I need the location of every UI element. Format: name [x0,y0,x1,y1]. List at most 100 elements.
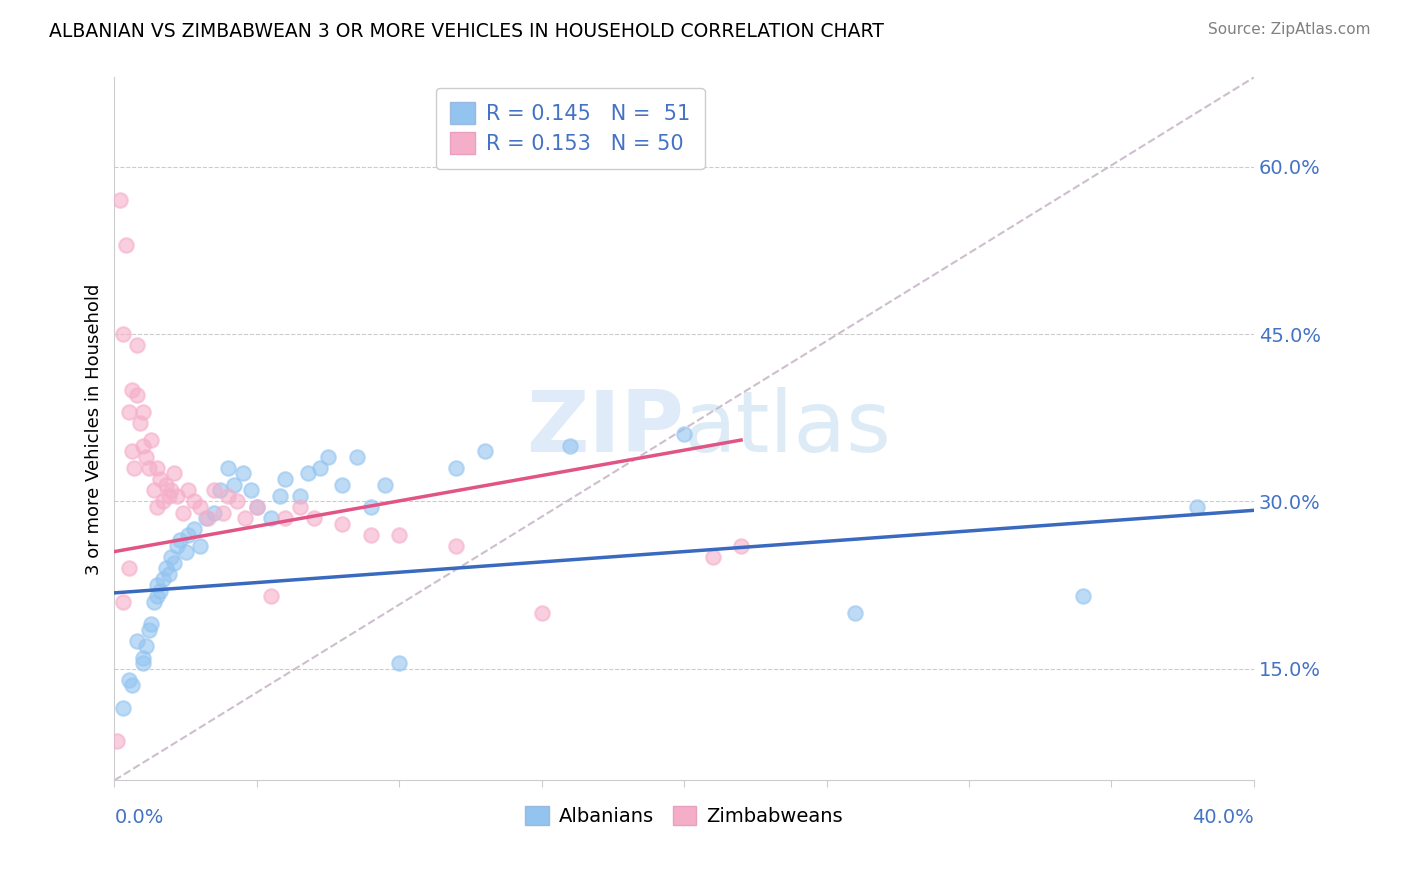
Point [297,467,319,481]
Y-axis label: 3 or more Vehicles in Household: 3 or more Vehicles in Household [86,283,103,574]
Point [183,522,205,536]
Point [702,550,724,565]
Point [160,483,183,498]
Point [124,461,146,475]
Text: ALBANIAN VS ZIMBABWEAN 3 OR MORE VEHICLES IN HOUSEHOLD CORRELATION CHART: ALBANIAN VS ZIMBABWEAN 3 OR MORE VEHICLE… [49,22,884,41]
Text: 0.0%: 0.0% [114,808,163,828]
Point [135,450,157,464]
Point [127,633,149,648]
Point [121,383,143,397]
Point [1185,500,1208,514]
Point [308,461,330,475]
Point [288,489,311,503]
Point [132,656,155,670]
Point [111,700,134,714]
Point [260,589,283,603]
Point [246,500,269,514]
Legend: Albanians, Zimbabweans: Albanians, Zimbabweans [517,797,851,834]
Point [360,500,382,514]
Point [169,533,191,548]
Point [202,506,225,520]
Point [444,461,467,475]
Point [673,427,696,442]
Point [274,511,297,525]
Point [246,500,269,514]
Point [1071,589,1094,603]
Point [188,500,211,514]
Point [152,494,174,508]
Point [530,606,553,620]
Point [288,500,311,514]
Point [138,461,160,475]
Point [260,511,283,525]
Point [388,656,411,670]
Point [146,461,169,475]
Point [163,467,186,481]
Point [118,673,141,687]
Point [160,550,183,565]
Point [374,477,396,491]
Point [157,489,180,503]
Point [114,237,136,252]
Point [121,678,143,692]
Point [157,566,180,581]
Point [211,506,233,520]
Point [172,506,194,520]
Point [174,544,197,558]
Point [146,578,169,592]
Point [844,606,866,620]
Point [155,477,177,491]
Point [149,472,172,486]
Point [166,489,188,503]
Point [274,472,297,486]
Point [143,595,166,609]
Point [105,734,128,748]
Point [132,439,155,453]
Point [129,417,152,431]
Point [388,528,411,542]
Point [127,388,149,402]
Text: ZIP: ZIP [526,387,685,470]
Point [163,556,186,570]
Point [222,477,245,491]
Text: 40.0%: 40.0% [1192,808,1254,828]
Point [141,617,163,632]
Point [183,494,205,508]
Point [240,483,263,498]
Point [135,640,157,654]
Point [118,405,141,419]
Point [146,500,169,514]
Point [132,650,155,665]
Point [177,528,200,542]
Point [360,528,382,542]
Point [197,511,219,525]
Point [149,583,172,598]
Point [111,326,134,341]
Point [111,595,134,609]
Text: atlas: atlas [685,387,893,470]
Point [108,193,131,207]
Point [474,444,496,458]
Point [141,433,163,447]
Point [208,483,231,498]
Point [155,561,177,575]
Point [232,467,254,481]
Text: Source: ZipAtlas.com: Source: ZipAtlas.com [1208,22,1371,37]
Point [330,516,353,531]
Point [235,511,257,525]
Point [560,439,582,453]
Point [217,489,239,503]
Point [269,489,291,503]
Point [132,405,155,419]
Point [225,494,247,508]
Point [202,483,225,498]
Point [152,573,174,587]
Point [166,539,188,553]
Point [177,483,200,498]
Point [188,539,211,553]
Point [316,450,339,464]
Point [302,511,325,525]
Point [146,589,169,603]
Point [346,450,368,464]
Point [138,623,160,637]
